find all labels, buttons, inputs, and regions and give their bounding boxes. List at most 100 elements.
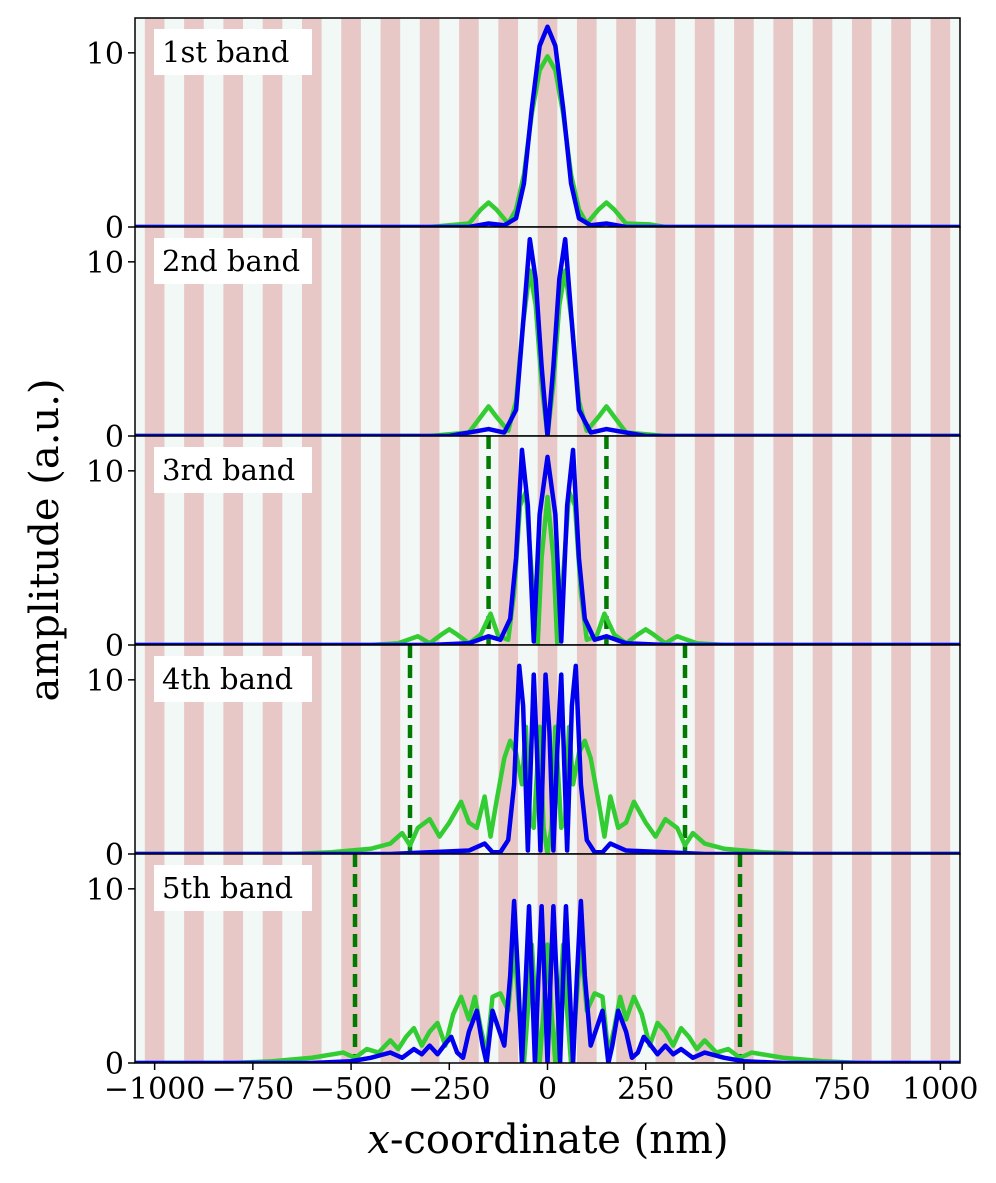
panel-2: 2nd band 0 10 (86, 226, 990, 455)
background-stripe (970, 436, 990, 645)
background-stripe (655, 854, 676, 1063)
x-tick-label: 1000 (902, 1072, 978, 1107)
background-stripe (734, 227, 754, 436)
background-stripe (576, 18, 597, 227)
background-stripe (341, 227, 361, 436)
panel-3: 3rd band 0 10 (86, 435, 990, 664)
background-stripe (734, 854, 754, 1063)
series-line-green (135, 942, 960, 1063)
background-stripe (891, 227, 911, 436)
background-stripe (694, 436, 715, 645)
x-tick-label: −250 (408, 1072, 490, 1107)
panel-1: 1st band 0 10 (86, 17, 990, 246)
panel-5: 5th band 0 10 (86, 853, 961, 1082)
series-line-blue (135, 663, 960, 854)
background-stripe (655, 645, 676, 854)
series-line-blue (135, 24, 960, 227)
y-tick-label: 0 (105, 1047, 124, 1082)
background-stripe (459, 436, 479, 645)
x-tick-label: 500 (715, 1072, 772, 1107)
background-stripe (537, 18, 558, 227)
background-stripe (812, 645, 833, 854)
series-line-blue (135, 898, 960, 1063)
x-tick-label: −750 (212, 1072, 294, 1107)
x-axis-label: x-coordinate (nm) (367, 1117, 728, 1163)
background-stripe (380, 854, 401, 1063)
background-stripe (694, 18, 715, 227)
x-tick-label: −1000 (104, 1072, 205, 1107)
panel-label: 1st band (162, 35, 289, 69)
background-stripe (616, 645, 636, 854)
y-tick-label: 10 (86, 246, 124, 281)
background-stripe (419, 227, 440, 436)
background-stripe (891, 18, 911, 227)
background-stripe (734, 436, 754, 645)
background-stripe (341, 645, 361, 854)
background-stripe (851, 436, 872, 645)
panel-label: 5th band (162, 871, 293, 905)
series-line-green (135, 489, 960, 645)
background-stripe (734, 18, 754, 227)
y-tick-label: 0 (105, 838, 124, 873)
x-tick-label: 250 (617, 1072, 674, 1107)
y-tick-label: 10 (86, 455, 124, 490)
background-stripe (930, 436, 951, 645)
y-tick-label: 10 (86, 873, 124, 908)
background-stripe (930, 18, 951, 227)
background-stripe (498, 227, 519, 436)
background-stripe (970, 18, 990, 227)
background-stripe (773, 18, 794, 227)
background-stripe (851, 227, 872, 436)
background-stripe (419, 645, 440, 854)
background-stripe (616, 436, 636, 645)
x-tick-label: 0 (538, 1072, 557, 1107)
background-stripe (616, 18, 636, 227)
background-stripe (930, 227, 951, 436)
panel-label: 2nd band (162, 244, 300, 278)
panel-label-box (154, 238, 312, 284)
background-stripe (380, 18, 401, 227)
background-stripe (734, 645, 754, 854)
background-stripe (891, 436, 911, 645)
background-stripe (655, 436, 676, 645)
y-tick-label: 10 (86, 664, 124, 699)
background-stripe (970, 227, 990, 436)
background-stripe (812, 854, 833, 1063)
background-stripe (812, 227, 833, 436)
panel-label-box (154, 656, 312, 702)
background-stripe (498, 18, 519, 227)
x-tick-label: 750 (814, 1072, 871, 1107)
y-tick-label: 10 (86, 37, 124, 72)
series-line-green (135, 724, 960, 854)
series-line-blue (135, 236, 960, 436)
panel-label-box (154, 29, 312, 75)
panel-label: 3rd band (162, 453, 295, 487)
panel-label-box (154, 865, 312, 911)
series-line-green (135, 54, 960, 227)
x-axis-label-var: x (367, 1117, 390, 1163)
background-stripe (655, 227, 676, 436)
y-tick-label: 0 (105, 211, 124, 246)
background-stripe (341, 854, 361, 1063)
panel-4: 4th band 0 10 (86, 644, 961, 873)
background-stripe (694, 854, 715, 1063)
background-stripe (380, 645, 401, 854)
background-stripe (616, 227, 636, 436)
background-stripe (694, 645, 715, 854)
background-stripe (773, 645, 794, 854)
x-axis: −1000 −750 −500 −250 0 250 500 750 1000 (104, 1063, 979, 1107)
background-stripe (419, 18, 440, 227)
series-line-green (135, 268, 960, 436)
background-stripe (459, 645, 479, 854)
background-stripe (419, 436, 440, 645)
y-axis-label: amplitude (a.u.) (22, 378, 68, 701)
panel-label: 4th band (162, 662, 293, 696)
background-stripe (812, 436, 833, 645)
background-stripe (419, 854, 440, 1063)
panel-label-box (154, 447, 312, 493)
background-stripe (655, 18, 676, 227)
background-stripe (891, 854, 911, 1063)
background-stripe (380, 227, 401, 436)
background-stripe (459, 227, 479, 436)
